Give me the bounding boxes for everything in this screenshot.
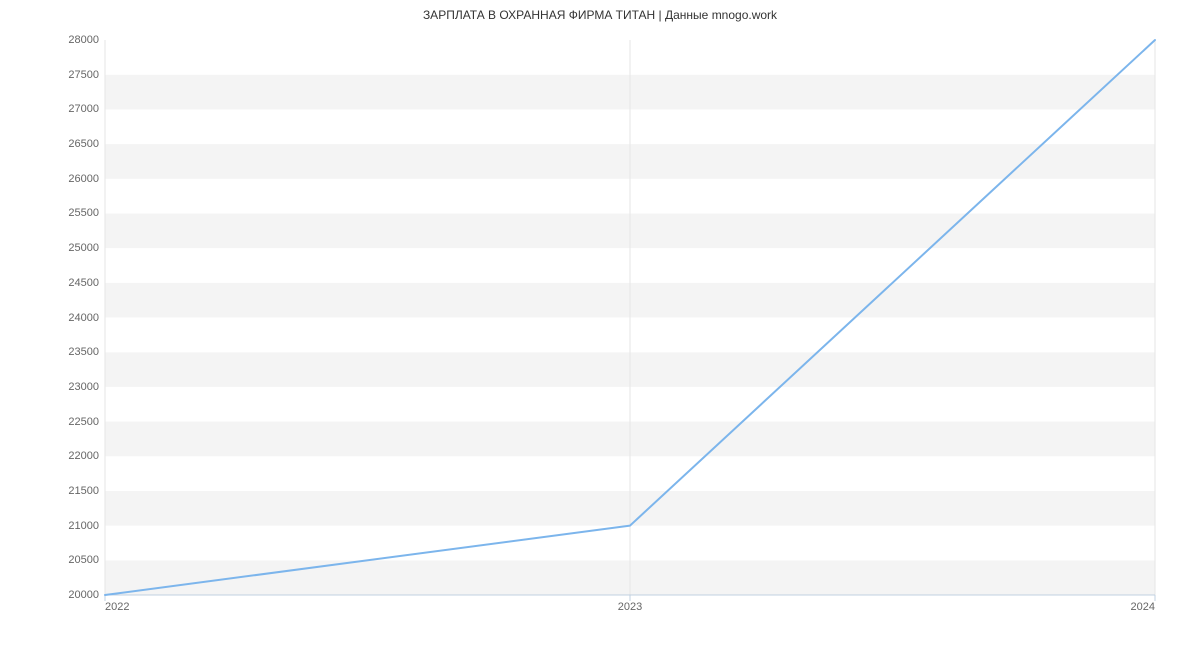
y-tick-label: 23000 [68, 381, 105, 393]
y-tick-label: 26500 [68, 138, 105, 150]
y-tick-label: 27500 [68, 69, 105, 81]
y-tick-label: 25000 [68, 242, 105, 254]
y-tick-label: 21500 [68, 485, 105, 497]
x-tick-label: 2024 [1131, 595, 1155, 613]
y-tick-label: 24000 [68, 312, 105, 324]
x-tick-label: 2023 [618, 595, 642, 613]
plot-area: 2000020500210002150022000225002300023500… [105, 40, 1155, 595]
y-tick-label: 22500 [68, 416, 105, 428]
y-tick-label: 21000 [68, 520, 105, 532]
y-tick-label: 20500 [68, 554, 105, 566]
y-tick-label: 24500 [68, 277, 105, 289]
y-tick-label: 26000 [68, 173, 105, 185]
y-tick-label: 23500 [68, 346, 105, 358]
y-tick-label: 25500 [68, 207, 105, 219]
y-tick-label: 22000 [68, 450, 105, 462]
y-tick-label: 27000 [68, 103, 105, 115]
y-tick-label: 28000 [68, 34, 105, 46]
x-tick-label: 2022 [105, 595, 129, 613]
y-tick-label: 20000 [68, 589, 105, 601]
chart-container: 20000 20500 21000 21500 22000 22500 23000 23500… [0, 0, 1200, 650]
